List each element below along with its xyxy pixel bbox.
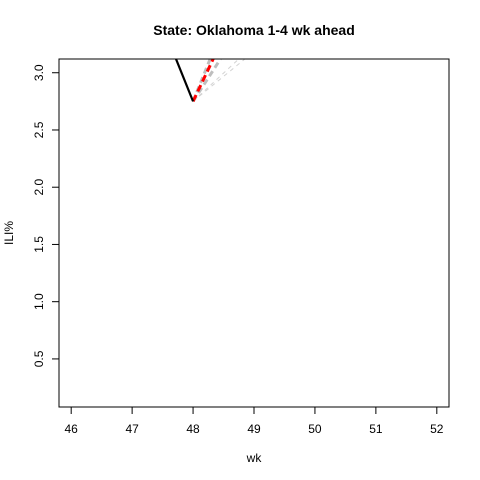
y-tick-label: 1.0 bbox=[32, 293, 46, 310]
x-tick-label: 50 bbox=[308, 422, 322, 436]
y-tick-label: 1.5 bbox=[32, 236, 46, 253]
x-axis-label: wk bbox=[246, 451, 263, 465]
y-axis-label: ILI% bbox=[2, 221, 16, 245]
forecast-bound-line bbox=[192, 59, 240, 102]
x-axis: 46 47 48 49 50 51 52 bbox=[65, 407, 444, 436]
forecast-bound-line bbox=[191, 59, 222, 103]
y-axis: 0.5 1.0 1.5 2.0 2.5 3.0 bbox=[32, 64, 59, 367]
x-tick-label: 49 bbox=[247, 422, 261, 436]
y-tick-label: 3.0 bbox=[32, 64, 46, 81]
chart-title: State: Oklahoma 1-4 wk ahead bbox=[153, 22, 355, 38]
x-tick-label: 48 bbox=[186, 422, 200, 436]
x-tick-label: 52 bbox=[430, 422, 444, 436]
forecast-bound-line bbox=[192, 59, 246, 102]
y-tick-label: 2.0 bbox=[32, 179, 46, 196]
x-tick-label: 47 bbox=[125, 422, 139, 436]
series-layer bbox=[174, 59, 246, 103]
y-tick-label: 2.5 bbox=[32, 121, 46, 138]
x-tick-label: 46 bbox=[65, 422, 79, 436]
x-tick-label: 51 bbox=[369, 422, 383, 436]
observed-line bbox=[174, 59, 195, 102]
y-tick-label: 0.5 bbox=[32, 350, 46, 367]
forecast-line bbox=[191, 59, 215, 102]
